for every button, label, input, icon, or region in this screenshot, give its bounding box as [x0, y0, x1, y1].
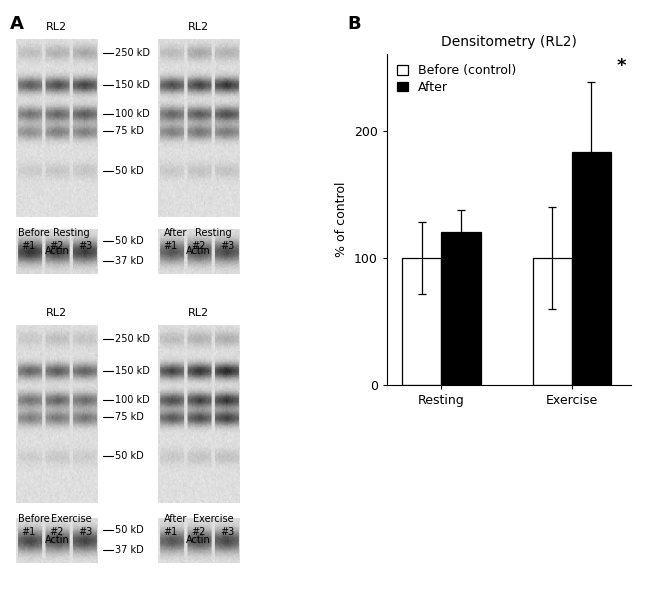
Text: 100 kD: 100 kD — [115, 109, 150, 119]
Text: 50 kD: 50 kD — [115, 526, 144, 535]
Text: B: B — [348, 15, 361, 33]
Text: 150 kD: 150 kD — [115, 80, 150, 90]
Text: After: After — [164, 228, 187, 238]
Text: Exercise: Exercise — [51, 514, 92, 524]
Text: #2: #2 — [49, 527, 64, 537]
Bar — [533, 258, 572, 385]
Text: RL2: RL2 — [188, 308, 209, 318]
Bar — [441, 232, 480, 385]
Text: RL2: RL2 — [46, 308, 68, 318]
Text: 250 kD: 250 kD — [115, 334, 150, 344]
Text: 100 kD: 100 kD — [115, 395, 150, 405]
Text: A: A — [10, 15, 23, 33]
Legend: Before (control), After: Before (control), After — [393, 60, 520, 98]
Bar — [572, 152, 611, 385]
Text: #2: #2 — [191, 527, 206, 537]
Bar — [402, 258, 441, 385]
Text: #1: #1 — [163, 527, 177, 537]
Text: Actin: Actin — [44, 246, 70, 256]
Text: RL2: RL2 — [188, 22, 209, 32]
Text: #2: #2 — [191, 241, 206, 251]
Text: #2: #2 — [49, 241, 64, 251]
Text: #3: #3 — [78, 527, 92, 537]
Text: 250 kD: 250 kD — [115, 48, 150, 58]
Text: 50 kD: 50 kD — [115, 452, 144, 462]
Text: 75 kD: 75 kD — [115, 412, 144, 423]
Text: 37 kD: 37 kD — [115, 256, 144, 266]
Text: *: * — [616, 57, 626, 75]
Text: Actin: Actin — [186, 535, 211, 545]
Text: #1: #1 — [21, 241, 36, 251]
Text: 50 kD: 50 kD — [115, 166, 144, 176]
Title: Densitometry (RL2): Densitometry (RL2) — [441, 35, 577, 49]
Text: Resting: Resting — [53, 228, 90, 238]
Text: Resting: Resting — [195, 228, 231, 238]
Text: 75 kD: 75 kD — [115, 126, 144, 137]
Text: RL2: RL2 — [46, 22, 68, 32]
Text: 150 kD: 150 kD — [115, 366, 150, 376]
Text: After: After — [164, 514, 187, 524]
Text: #3: #3 — [78, 241, 92, 251]
Text: #3: #3 — [220, 527, 234, 537]
Text: #3: #3 — [220, 241, 234, 251]
Text: Exercise: Exercise — [193, 514, 233, 524]
Text: Before: Before — [18, 514, 50, 524]
Y-axis label: % of control: % of control — [335, 182, 348, 258]
Text: Actin: Actin — [186, 246, 211, 256]
Text: 50 kD: 50 kD — [115, 237, 144, 246]
Text: Before: Before — [18, 228, 50, 238]
Text: Actin: Actin — [44, 535, 70, 545]
Text: #1: #1 — [163, 241, 177, 251]
Text: #1: #1 — [21, 527, 36, 537]
Text: 37 kD: 37 kD — [115, 545, 144, 555]
